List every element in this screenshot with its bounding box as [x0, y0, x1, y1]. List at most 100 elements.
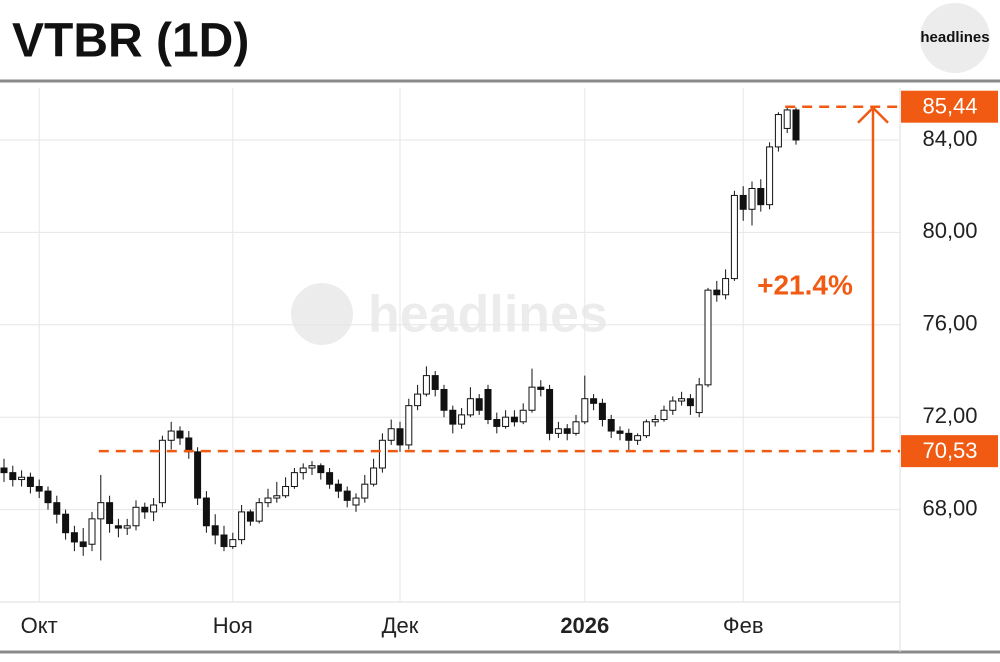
- candle-body: [202, 497, 210, 527]
- candle-body: [510, 416, 518, 423]
- candle-body: [484, 388, 492, 421]
- candle-body: [62, 513, 70, 534]
- candle-body: [396, 428, 404, 446]
- candle-body: [273, 495, 281, 499]
- candle-body: [150, 504, 158, 513]
- candle-body: [255, 502, 263, 522]
- candle-body: [537, 386, 545, 390]
- candle-body: [686, 398, 694, 407]
- candle-body: [361, 483, 369, 499]
- candle-body: [546, 388, 554, 434]
- x-tick-label: Ноя: [213, 613, 253, 638]
- candle-body: [334, 483, 342, 492]
- price-label: 70,53: [922, 438, 977, 463]
- candle-body: [141, 506, 149, 513]
- candle-body: [766, 146, 774, 206]
- candle-body: [185, 437, 193, 453]
- chart-title: VTBR (1D): [12, 15, 249, 68]
- candle-body: [26, 476, 34, 487]
- candle-body: [79, 541, 87, 548]
- candle-body: [326, 472, 334, 485]
- watermark-icon: [291, 283, 353, 345]
- price-label: 85,44: [922, 94, 977, 119]
- candle-body: [493, 419, 501, 427]
- candle-body: [572, 421, 580, 434]
- candle-body: [9, 472, 17, 481]
- candle-body: [458, 414, 466, 425]
- candle-body: [167, 430, 175, 441]
- candle-body: [299, 467, 307, 474]
- candle-body: [590, 398, 598, 404]
- watermark-text: headlines: [368, 286, 608, 344]
- candle-body: [581, 398, 589, 423]
- candle-body: [132, 506, 140, 527]
- candle-body: [405, 405, 413, 446]
- candle-body: [774, 114, 782, 148]
- candle-body: [678, 398, 686, 402]
- candle-body: [220, 534, 228, 548]
- candle-body: [713, 289, 721, 296]
- candle-body: [563, 428, 571, 434]
- candle-body: [598, 402, 606, 421]
- candle-body: [625, 432, 633, 441]
- watermark: headlines: [291, 283, 608, 345]
- candle-body: [106, 502, 114, 524]
- candle-body: [88, 518, 96, 545]
- candle-body: [308, 465, 316, 469]
- candle-body: [466, 398, 474, 416]
- logo-circle: [920, 3, 990, 73]
- price-box: [901, 435, 998, 468]
- candle-body: [378, 439, 386, 469]
- candle-body: [475, 398, 483, 411]
- price-box: [901, 90, 998, 123]
- y-tick-label: 68,00: [922, 495, 977, 520]
- grid: [0, 88, 900, 602]
- candle-body: [669, 400, 677, 411]
- change-label: +21.4%: [757, 269, 853, 300]
- candle-body: [422, 375, 430, 395]
- candle-body: [431, 375, 439, 390]
- candle-body: [519, 409, 527, 423]
- candle-body: [642, 421, 650, 437]
- candle-body: [387, 428, 395, 441]
- y-tick-label: 72,00: [922, 403, 977, 428]
- candle-body: [704, 289, 712, 386]
- candle-body: [44, 490, 52, 504]
- y-tick-label: 76,00: [922, 311, 977, 336]
- candle-body: [290, 472, 298, 487]
- logo: headlines: [920, 29, 989, 46]
- candle-body: [722, 278, 730, 296]
- candle-body: [317, 465, 325, 474]
- candle-body: [211, 525, 219, 536]
- candle-body: [0, 467, 8, 474]
- candle-body: [343, 490, 351, 501]
- candle-body: [651, 419, 659, 423]
- y-tick-label: 84,00: [922, 126, 977, 151]
- x-tick-label: Окт: [21, 613, 58, 638]
- candle-body: [783, 109, 791, 129]
- candle-body: [695, 384, 703, 414]
- y-tick-label: 80,00: [922, 218, 977, 243]
- candle-body: [158, 439, 166, 504]
- candle-body: [739, 194, 747, 210]
- candle-body: [70, 532, 78, 543]
- candle-body: [18, 476, 26, 481]
- candle-body: [792, 109, 800, 141]
- candle-body: [616, 430, 624, 434]
- candle-body: [554, 428, 562, 434]
- candle-body: [282, 485, 290, 497]
- candle-body: [238, 511, 246, 541]
- candle-body: [730, 194, 738, 280]
- candle-body: [528, 386, 536, 411]
- candle-body: [634, 435, 642, 441]
- candle-body: [660, 409, 668, 421]
- candle-body: [502, 416, 510, 427]
- candle-body: [35, 485, 43, 492]
- candle-body: [748, 187, 756, 210]
- arrow-head: [857, 105, 889, 124]
- candle-body: [264, 497, 272, 504]
- candle-body: [97, 502, 105, 520]
- candle-body: [194, 451, 202, 499]
